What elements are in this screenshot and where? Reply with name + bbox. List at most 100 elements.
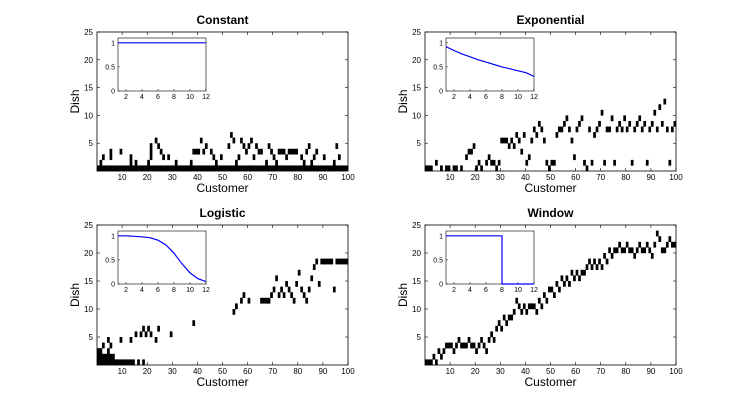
data-point	[520, 309, 524, 315]
data-point	[595, 264, 599, 270]
data-point	[598, 120, 601, 127]
data-point	[147, 159, 150, 166]
data-point	[187, 165, 191, 172]
data-point	[305, 165, 309, 172]
data-point	[232, 137, 236, 144]
data-point	[104, 353, 108, 360]
data-point	[630, 159, 634, 166]
data-point	[613, 247, 616, 254]
inset-y-tick-label: 0.5	[105, 257, 115, 264]
data-point	[147, 325, 150, 332]
data-point	[219, 165, 223, 172]
data-point	[102, 342, 105, 349]
x-tick-label: 90	[646, 173, 655, 182]
data-point	[532, 303, 536, 310]
data-point	[250, 137, 253, 144]
inset-x-tick-label: 6	[484, 287, 488, 294]
inset-plot: 2 4 6 8 10 12 0 0.5 1	[105, 37, 210, 101]
inset-frame	[445, 230, 535, 285]
data-point	[517, 303, 521, 310]
data-point	[119, 148, 123, 155]
data-point	[337, 165, 341, 172]
data-point	[305, 297, 309, 304]
data-point	[435, 359, 438, 366]
data-point	[470, 148, 473, 155]
data-point	[452, 165, 456, 172]
data-point	[257, 165, 261, 172]
x-tick-label: 30	[496, 173, 505, 182]
data-point	[520, 148, 524, 155]
data-point	[272, 165, 276, 172]
data-point	[505, 137, 509, 144]
data-point	[204, 165, 208, 172]
data-point	[510, 137, 514, 144]
data-point	[107, 359, 110, 366]
data-point	[618, 120, 621, 127]
data-point	[217, 165, 221, 172]
data-point	[660, 120, 664, 127]
data-point	[257, 148, 261, 155]
data-point	[292, 148, 296, 155]
data-point	[335, 258, 339, 265]
data-point	[462, 342, 466, 349]
data-point	[435, 159, 438, 166]
inset-plot: 2 4 6 8 10 12 0 0.5 1	[433, 230, 538, 294]
x-tick-label: 100	[341, 173, 355, 182]
data-point	[425, 165, 428, 172]
data-point	[532, 126, 536, 133]
data-point	[139, 165, 143, 172]
data-point	[628, 247, 632, 254]
data-point	[202, 148, 206, 155]
data-point	[337, 154, 341, 161]
data-point	[527, 154, 531, 161]
inset-x-tick-label: 6	[484, 94, 488, 101]
data-point	[227, 165, 231, 172]
data-point	[512, 309, 516, 315]
data-point	[237, 154, 241, 161]
data-point	[212, 165, 216, 172]
data-point	[154, 337, 158, 343]
data-point	[507, 314, 511, 321]
data-point	[525, 309, 529, 315]
data-point	[487, 154, 491, 161]
data-point	[285, 281, 288, 287]
data-point	[527, 303, 531, 310]
data-point	[295, 281, 298, 287]
data-point	[512, 143, 516, 149]
data-point	[300, 165, 304, 172]
data-point	[445, 165, 448, 172]
data-point	[485, 159, 488, 166]
x-tick-label: 80	[293, 367, 302, 376]
data-point	[542, 137, 546, 144]
data-point	[490, 159, 493, 166]
data-point	[618, 241, 621, 248]
inset-x-tick-label: 12	[202, 287, 210, 294]
data-point	[287, 165, 291, 172]
data-point	[194, 165, 198, 172]
data-point	[668, 159, 672, 166]
data-point	[149, 165, 153, 172]
data-point	[245, 165, 248, 172]
data-point	[240, 137, 243, 144]
inset-plot: 2 4 6 8 10 12 0 0.5 1	[105, 230, 210, 294]
x-tick-label: 70	[268, 173, 277, 182]
inset-y-tick-label: 1	[111, 40, 115, 47]
data-point	[214, 165, 218, 172]
data-point	[530, 137, 534, 144]
data-point	[615, 126, 619, 133]
data-point	[492, 159, 496, 166]
data-point	[307, 143, 311, 149]
data-point	[99, 165, 103, 172]
data-point	[117, 165, 120, 172]
x-tick-label: 20	[471, 367, 480, 376]
data-point	[658, 104, 662, 111]
data-point	[590, 159, 594, 166]
data-point	[623, 115, 626, 122]
x-axis-label: Customer	[196, 181, 248, 195]
data-point	[297, 165, 301, 172]
inset-x-tick-label: 8	[172, 287, 176, 294]
data-point	[510, 314, 514, 321]
data-point	[232, 165, 236, 172]
data-point	[653, 109, 657, 116]
data-point	[480, 165, 483, 172]
